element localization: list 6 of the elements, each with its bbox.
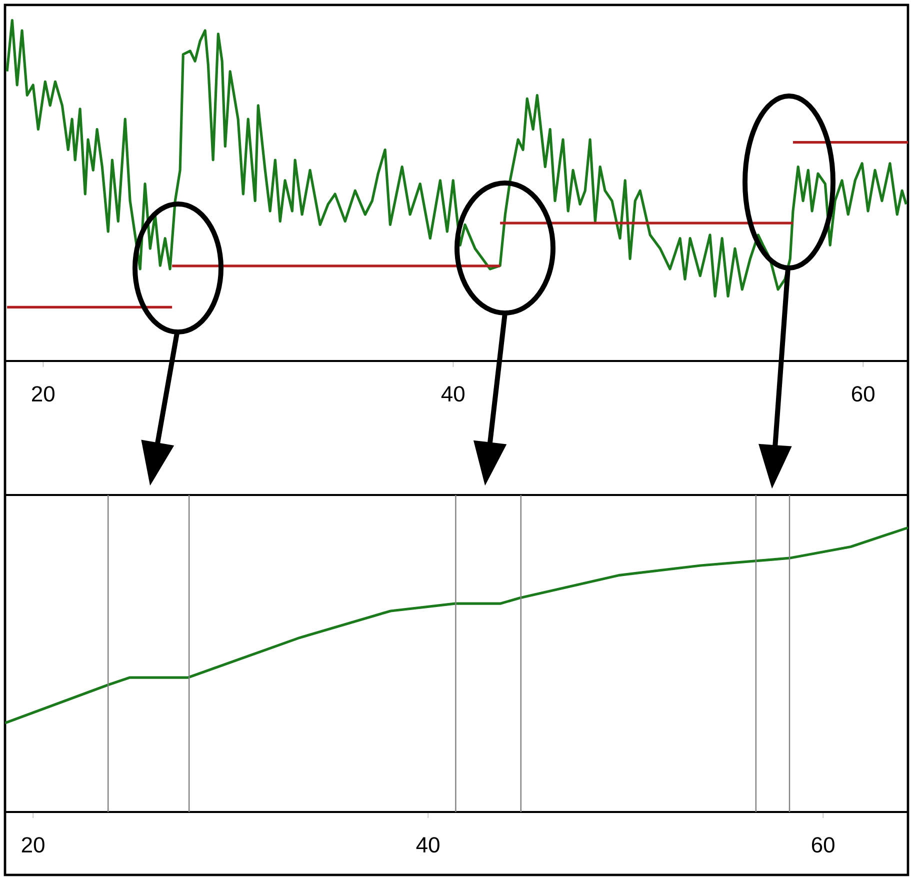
x-tick-label: 20 xyxy=(22,837,44,853)
x-tick-label: 20 xyxy=(32,386,54,402)
x-tick-label: 60 xyxy=(812,837,834,853)
x-tick-label: 40 xyxy=(441,386,464,402)
x-tick-label: 40 xyxy=(416,837,440,853)
x-tick-label: 60 xyxy=(852,386,874,402)
